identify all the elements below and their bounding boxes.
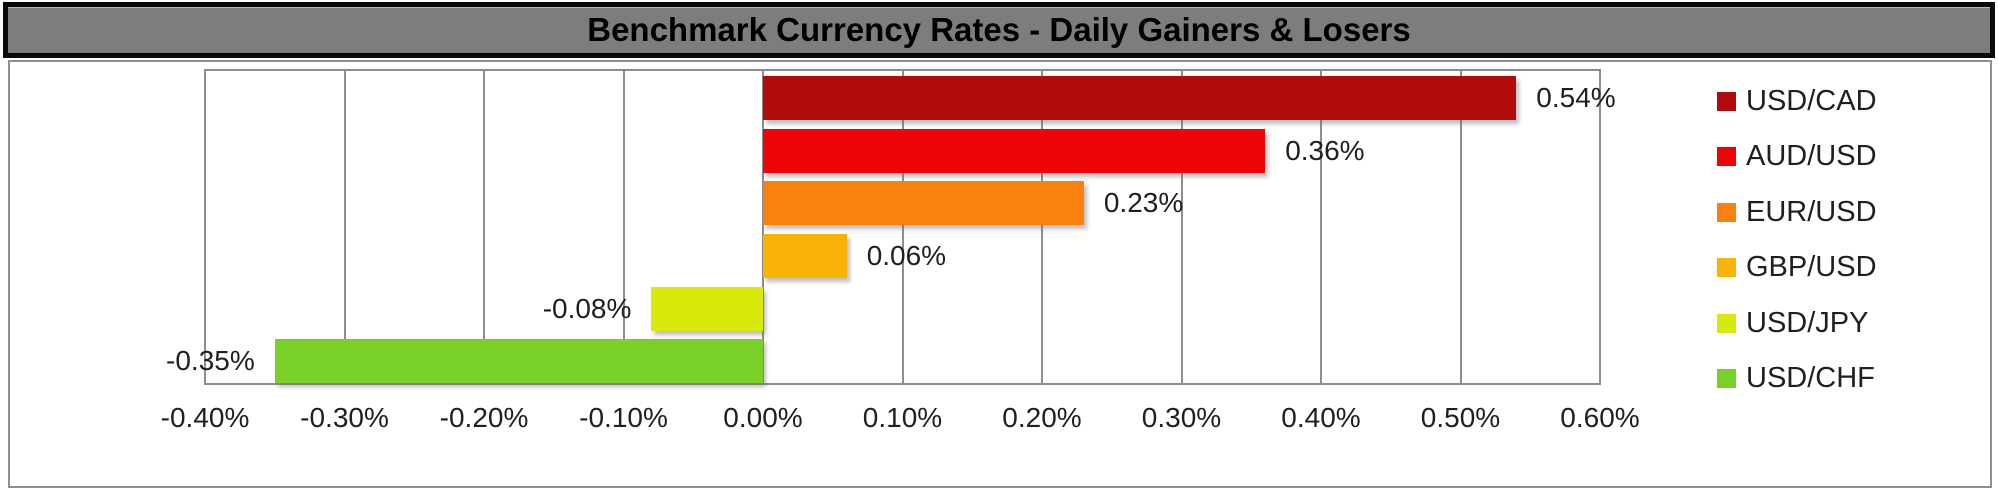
plot-area: 0.54% 0.36% 0.23% 0.06% -0.08% -0.35% — [166, 69, 1616, 385]
bar-usd-jpy — [651, 286, 763, 331]
legend-item-usd-cad: USD/CAD — [1717, 82, 1877, 120]
gridline — [483, 69, 485, 385]
legend-label: EUR/USD — [1746, 195, 1877, 228]
gridline — [1599, 69, 1601, 385]
gridline — [762, 69, 764, 385]
gridline — [622, 69, 625, 385]
x-tick-label: -0.10% — [579, 402, 668, 433]
legend-label: USD/JPY — [1746, 306, 1869, 339]
plot-border-top — [205, 69, 1600, 71]
bar-value-label: 0.36% — [1285, 134, 1365, 166]
legend-item-aud-usd: AUD/USD — [1717, 138, 1877, 176]
legend-item-gbp-usd: GBP/USD — [1717, 249, 1877, 287]
gridline — [204, 69, 206, 385]
x-tick-label: -0.40% — [160, 402, 250, 433]
x-tick-label: -0.20% — [439, 402, 529, 433]
legend-swatch-icon — [1717, 258, 1736, 277]
gridline — [1041, 69, 1043, 385]
gridline — [1180, 69, 1183, 385]
legend-label: USD/CHF — [1746, 362, 1875, 394]
chart-area: 0.54% 0.36% 0.23% 0.06% -0.08% -0.35% -0.40% -… — [8, 60, 1992, 488]
gridline — [1320, 69, 1322, 385]
legend-label: USD/CAD — [1746, 84, 1877, 117]
gridline — [1459, 69, 1462, 385]
legend-item-eur-usd: EUR/USD — [1717, 193, 1877, 231]
chart-title-bar: Benchmark Currency Rates - Daily Gainers… — [3, 2, 1995, 58]
legend-item-usd-chf: USD/CHF — [1717, 360, 1875, 398]
legend-label: GBP/USD — [1746, 251, 1877, 283]
x-tick-label: -0.30% — [300, 402, 389, 433]
chart-title: Benchmark Currency Rates - Daily Gainers… — [587, 11, 1411, 48]
bar-gbp-usd — [763, 234, 847, 278]
bar-aud-usd — [763, 128, 1266, 173]
legend-swatch-icon — [1717, 91, 1736, 111]
x-tick-label: 0.20% — [1002, 402, 1082, 433]
gridline — [343, 69, 346, 385]
gridline — [901, 69, 904, 385]
bar-value-label: 0.06% — [866, 240, 947, 271]
x-tick-label: 0.10% — [862, 402, 943, 433]
bar-value-label: -0.35% — [166, 345, 255, 377]
bar-value-label: -0.08% — [542, 292, 632, 324]
plot-axis-line — [205, 383, 1600, 385]
legend-swatch-icon — [1717, 147, 1736, 166]
bar-usd-cad — [763, 76, 1517, 120]
x-tick-label: 0.00% — [723, 402, 803, 433]
x-tick-label: 0.60% — [1560, 402, 1640, 433]
legend: USD/CAD AUD/USD EUR/USD GBP/USD USD/JPY USD/C… — [1717, 62, 1987, 490]
x-tick-label: 0.50% — [1420, 402, 1501, 433]
bar-usd-chf — [274, 339, 763, 384]
bar-value-label: 0.23% — [1103, 187, 1184, 219]
legend-label: AUD/USD — [1746, 140, 1877, 172]
bar-value-label: 0.54% — [1536, 82, 1616, 113]
legend-swatch-icon — [1717, 369, 1736, 388]
legend-item-usd-jpy: USD/JPY — [1717, 304, 1868, 342]
x-tick-label: 0.30% — [1141, 402, 1222, 433]
legend-swatch-icon — [1717, 313, 1736, 333]
bar-eur-usd — [763, 181, 1084, 226]
legend-swatch-icon — [1717, 202, 1736, 222]
x-tick-label: 0.40% — [1281, 402, 1361, 433]
